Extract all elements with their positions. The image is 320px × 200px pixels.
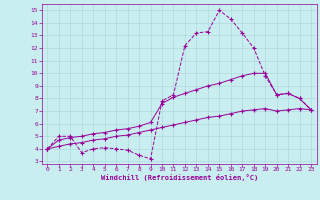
X-axis label: Windchill (Refroidissement éolien,°C): Windchill (Refroidissement éolien,°C) <box>100 174 258 181</box>
